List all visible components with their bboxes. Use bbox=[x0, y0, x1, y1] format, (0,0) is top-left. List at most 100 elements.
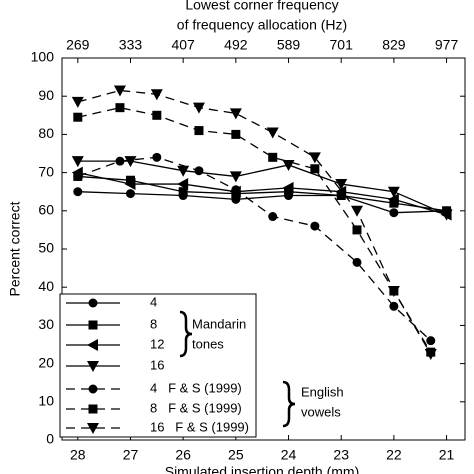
marker bbox=[152, 152, 162, 162]
x-tick-label: 27 bbox=[123, 447, 139, 463]
chart-title: Lowest corner frequency bbox=[185, 0, 338, 13]
brace bbox=[179, 310, 193, 358]
marker bbox=[192, 102, 205, 114]
chart-title: of frequency allocation (Hz) bbox=[177, 17, 347, 33]
marker bbox=[336, 191, 346, 201]
marker bbox=[194, 126, 204, 136]
marker bbox=[125, 175, 135, 185]
marker bbox=[71, 156, 84, 168]
marker bbox=[115, 156, 125, 166]
marker bbox=[231, 129, 241, 139]
marker bbox=[387, 286, 400, 298]
marker bbox=[352, 225, 362, 235]
y-tick-label: 30 bbox=[38, 316, 54, 332]
marker bbox=[284, 187, 294, 197]
x-tick-label: 26 bbox=[175, 447, 191, 463]
x-tick-label: 24 bbox=[281, 447, 297, 463]
marker bbox=[268, 152, 278, 162]
x2-tick-label: 407 bbox=[171, 37, 195, 53]
marker bbox=[352, 257, 362, 267]
y-tick-label: 60 bbox=[38, 202, 54, 218]
x2-tick-label: 269 bbox=[66, 37, 90, 53]
x2-tick-label: 701 bbox=[330, 37, 354, 53]
marker bbox=[268, 212, 278, 222]
y-tick-label: 100 bbox=[31, 49, 55, 65]
marker bbox=[177, 178, 189, 191]
y-tick-label: 80 bbox=[38, 125, 54, 141]
y-tick-label: 90 bbox=[38, 87, 54, 103]
marker bbox=[266, 127, 279, 139]
annotation: English bbox=[301, 384, 344, 399]
x-tick-label: 25 bbox=[228, 447, 244, 463]
legend-label: 4 F & S (1999) bbox=[150, 380, 242, 395]
marker bbox=[351, 205, 364, 217]
marker bbox=[124, 156, 137, 168]
marker bbox=[152, 110, 162, 120]
y-tick-label: 10 bbox=[38, 393, 54, 409]
y-tick-label: 70 bbox=[38, 163, 54, 179]
marker bbox=[387, 186, 400, 198]
x-axis-label: Simulated insertion depth (mm) bbox=[165, 464, 360, 474]
marker bbox=[229, 108, 242, 120]
series-line bbox=[77, 106, 432, 353]
legend-label: 8 F & S (1999) bbox=[150, 400, 242, 415]
annotation: Mandarin bbox=[192, 316, 246, 331]
series-line bbox=[77, 171, 447, 216]
marker bbox=[389, 301, 399, 311]
marker bbox=[389, 208, 399, 218]
marker bbox=[115, 103, 125, 113]
y-tick-label: 40 bbox=[38, 278, 54, 294]
marker bbox=[73, 171, 83, 181]
legend-label: 8 bbox=[150, 316, 157, 331]
legend-label: 4 bbox=[150, 294, 157, 309]
marker bbox=[125, 189, 135, 199]
legend-label: 16 F & S (1999) bbox=[150, 419, 249, 434]
x-tick-label: 23 bbox=[333, 447, 349, 463]
y-tick-label: 20 bbox=[38, 354, 54, 370]
marker bbox=[231, 185, 241, 195]
legend-marker bbox=[88, 298, 98, 308]
legend-marker bbox=[88, 384, 98, 394]
x-tick-label: 21 bbox=[439, 447, 455, 463]
legend-marker bbox=[87, 361, 99, 372]
legend-marker bbox=[87, 339, 98, 351]
marker bbox=[177, 165, 190, 177]
series-line bbox=[77, 156, 432, 342]
marker bbox=[387, 193, 399, 206]
x-tick-label: 28 bbox=[70, 447, 86, 463]
marker bbox=[426, 336, 436, 346]
marker bbox=[308, 152, 321, 164]
annotation: vowels bbox=[301, 404, 341, 419]
legend-marker bbox=[88, 404, 98, 414]
x2-tick-label: 589 bbox=[277, 37, 301, 53]
series-line bbox=[77, 175, 447, 212]
legend-marker bbox=[87, 423, 99, 434]
series-line bbox=[77, 160, 447, 216]
marker bbox=[335, 179, 348, 191]
y-axis-label: Percent correct bbox=[7, 201, 23, 296]
annotation: tones bbox=[192, 336, 224, 351]
x2-tick-label: 492 bbox=[224, 37, 248, 53]
y-tick-label: 50 bbox=[38, 240, 54, 256]
marker bbox=[310, 221, 320, 231]
series-line bbox=[77, 191, 447, 214]
x2-tick-label: 977 bbox=[435, 37, 459, 53]
marker bbox=[73, 112, 83, 122]
x2-tick-label: 829 bbox=[382, 37, 406, 53]
brace bbox=[282, 380, 296, 428]
x-tick-label: 22 bbox=[386, 447, 402, 463]
marker bbox=[73, 187, 83, 197]
marker bbox=[150, 89, 163, 101]
legend-label: 12 bbox=[150, 336, 164, 351]
legend-marker bbox=[88, 320, 98, 330]
marker bbox=[389, 198, 399, 208]
marker bbox=[282, 181, 294, 194]
y-tick-label: 0 bbox=[46, 431, 54, 447]
marker bbox=[310, 164, 320, 174]
series-line bbox=[77, 89, 432, 355]
marker bbox=[424, 349, 437, 361]
marker bbox=[71, 96, 84, 108]
marker bbox=[440, 209, 453, 221]
marker bbox=[178, 187, 188, 197]
